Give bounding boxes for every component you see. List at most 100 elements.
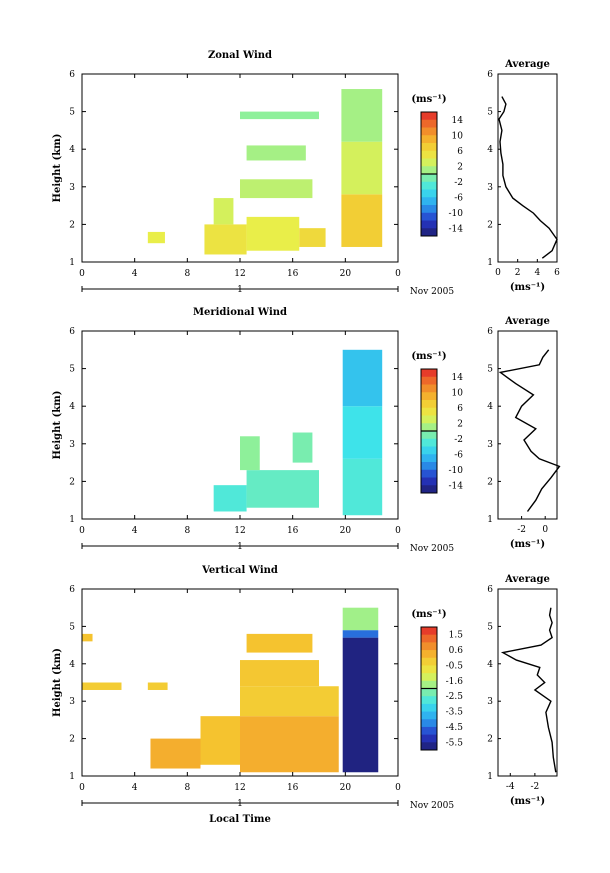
average-y-tick-label: 2 — [487, 477, 493, 487]
colorbar-segment — [421, 703, 437, 713]
colorbar-segment — [421, 634, 437, 643]
average-y-tick-label: 4 — [487, 145, 493, 155]
colorbar-segment — [421, 181, 437, 190]
colorbar-tick-label: -4.5 — [446, 723, 464, 733]
colorbar-tick-label: -0.5 — [446, 661, 464, 671]
colorbar-tick-label: 0.6 — [449, 646, 464, 656]
average-y-tick-label: 4 — [487, 660, 493, 670]
x-tick-label: 4 — [132, 526, 138, 536]
colorbar-segment — [421, 657, 437, 666]
colorbar-segment — [421, 477, 437, 486]
colorbar-tick-label: -1.6 — [446, 677, 464, 687]
x-tick-label: 20 — [340, 526, 352, 536]
y-tick-label: 2 — [69, 220, 75, 230]
colorbar-tick-label: 6 — [457, 147, 463, 157]
colorbar-segment — [421, 369, 437, 378]
colorbar-segment — [421, 734, 437, 743]
heatmap-cell — [240, 716, 339, 773]
heatmap-cell — [147, 231, 165, 244]
colorbar-segment — [421, 220, 437, 229]
colorbar-tick-label: 6 — [457, 404, 463, 414]
colorbar-unit: (ms⁻¹) — [411, 351, 446, 362]
y-axis-label: Height (km) — [52, 648, 63, 717]
average-profile-line — [498, 96, 558, 259]
average-y-tick-label: 5 — [487, 622, 493, 632]
heatmap-cell — [246, 145, 306, 161]
average-y-tick-label: 5 — [487, 108, 493, 118]
heatmap-cell — [240, 686, 339, 717]
y-tick-label: 1 — [69, 515, 75, 525]
average-y-tick-label: 4 — [487, 402, 493, 412]
y-tick-label: 6 — [69, 585, 75, 595]
heatmap-cell — [292, 432, 313, 463]
average-x-label: (ms⁻¹) — [510, 282, 545, 293]
y-tick-label: 3 — [69, 183, 75, 193]
colorbar-segment — [421, 742, 437, 751]
colorbar-tick-label: 2 — [457, 419, 463, 429]
colorbar-segment — [421, 627, 437, 636]
average-frame — [497, 330, 558, 520]
x-tick-label: 0 — [395, 526, 401, 536]
average-y-tick-label: 5 — [487, 365, 493, 375]
heatmap-cell — [342, 458, 383, 516]
colorbar-segment — [421, 400, 437, 409]
x-tick-label: 8 — [184, 526, 190, 536]
average-y-tick-label: 6 — [487, 327, 493, 337]
heatmap-cell — [342, 630, 379, 638]
colorbar-segment — [421, 438, 437, 447]
colorbar-segment — [421, 392, 437, 401]
x-tick-label: 20 — [340, 783, 352, 793]
colorbar-unit: (ms⁻¹) — [411, 609, 446, 620]
colorbar-segment — [421, 197, 437, 206]
colorbar-segment — [421, 228, 437, 237]
colorbar-unit: (ms⁻¹) — [411, 94, 446, 105]
x-tick-label: 4 — [132, 783, 138, 793]
average-x-tick-label: -2 — [517, 525, 526, 535]
average-title: Average — [504, 574, 550, 585]
heatmap-cell — [240, 179, 313, 199]
average-y-tick-label: 3 — [487, 440, 493, 450]
date-label: Nov 2005 — [410, 544, 454, 554]
average-title: Average — [504, 59, 550, 70]
colorbar-segment — [421, 469, 437, 478]
y-axis-label: Height (km) — [52, 391, 63, 460]
date-label: Nov 2005 — [410, 801, 454, 811]
colorbar-tick-label: 14 — [452, 373, 464, 383]
colorbar-segment — [421, 642, 437, 651]
heatmap-cell — [342, 406, 383, 459]
heatmap-cell — [200, 716, 240, 765]
colorbar-segment — [421, 174, 437, 183]
colorbar-tick-label: 2 — [457, 162, 463, 172]
colorbar-tick-label: -6 — [454, 193, 463, 203]
day-label: 1 — [237, 542, 243, 552]
average-y-tick-label: 1 — [487, 258, 493, 268]
colorbar-segment — [421, 726, 437, 736]
average-y-tick-label: 1 — [487, 515, 493, 525]
colorbar-segment — [421, 719, 437, 728]
average-y-tick-label: 6 — [487, 70, 493, 80]
colorbar-segment — [421, 189, 437, 198]
x-tick-label: 12 — [234, 783, 245, 793]
average-x-label: (ms⁻¹) — [510, 796, 545, 807]
heatmap-cell — [341, 141, 383, 195]
y-tick-label: 1 — [69, 772, 75, 782]
average-profile-line — [498, 349, 561, 512]
heatmap-cell — [240, 436, 260, 471]
x-tick-label: 0 — [395, 783, 401, 793]
colorbar-tick-label: -14 — [449, 224, 464, 234]
colorbar-segment — [421, 462, 437, 471]
average-x-tick-label: -4 — [506, 782, 515, 792]
average-frame — [497, 73, 558, 263]
heatmap-cell — [341, 89, 383, 142]
heatmap-cell — [150, 738, 201, 769]
heatmap-cell — [342, 349, 383, 407]
colorbar-segment — [421, 384, 437, 393]
average-x-tick-label: 2 — [515, 268, 521, 278]
colorbar-tick-label: 14 — [452, 116, 464, 126]
average-y-tick-label: 2 — [487, 220, 493, 230]
x-tick-label: 0 — [395, 269, 401, 279]
average-y-tick-label: 6 — [487, 585, 493, 595]
day-label: 1 — [237, 799, 243, 809]
